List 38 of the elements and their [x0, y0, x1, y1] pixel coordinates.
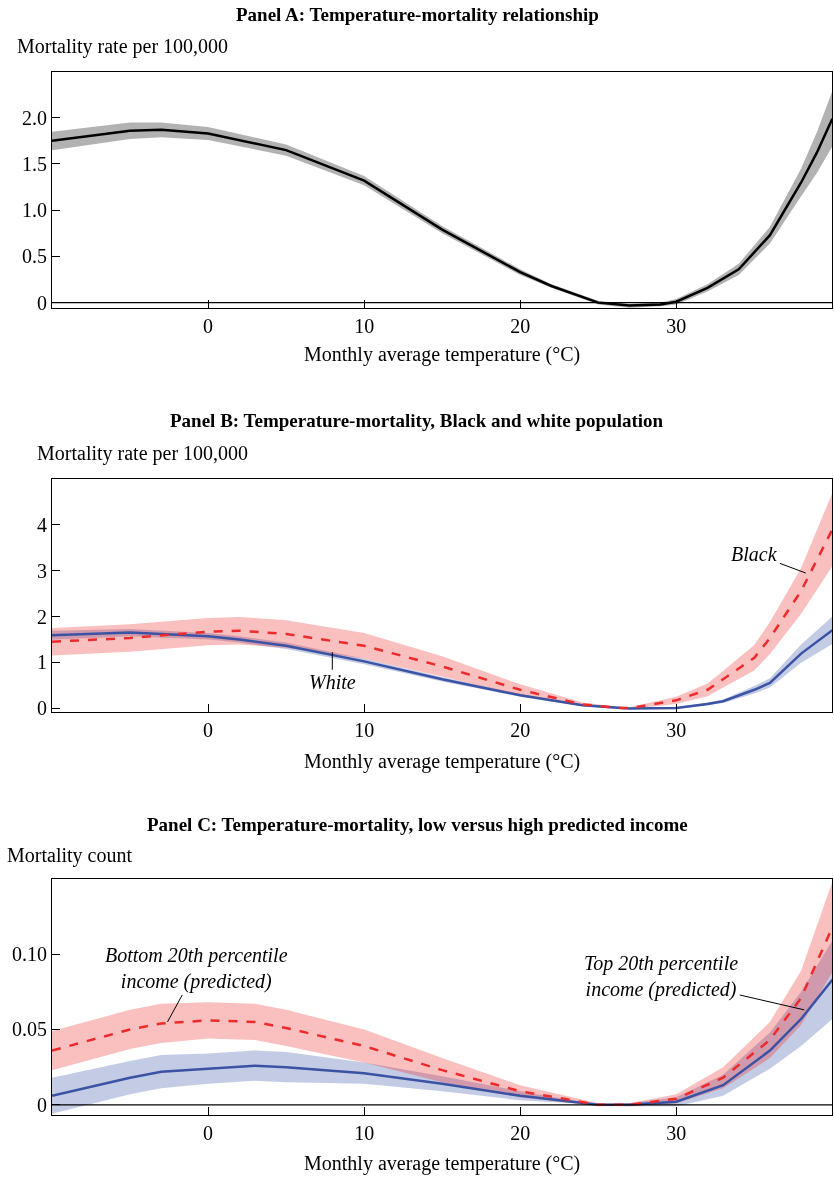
annotation: White: [309, 671, 356, 693]
x-tick-label: 0: [203, 718, 214, 741]
y-tick-label: 1.0: [21, 199, 47, 222]
x-tick-label: 20: [510, 1122, 531, 1145]
y-tick-label: 0.10: [11, 943, 47, 966]
annotation: Black: [731, 543, 778, 565]
y-tick-label: 1.5: [21, 152, 47, 175]
x-axis-title: Monthly average temperature (°C): [304, 750, 581, 773]
y-tick-label: 0: [36, 697, 47, 720]
x-tick-label: 20: [510, 718, 531, 741]
y-tick-label: 4: [36, 513, 47, 536]
x-tick-label: 30: [666, 718, 687, 741]
chart-title: Panel C: Temperature-mortality, low versus high predicted income: [147, 814, 688, 835]
y-tick-label: 0.5: [21, 245, 47, 268]
x-tick-label: 10: [354, 718, 375, 741]
y-tick-label: 0: [36, 291, 47, 314]
x-axis-title: Monthly average temperature (°C): [304, 1152, 581, 1175]
y-tick-label: 2: [36, 605, 47, 628]
y-axis-title: Mortality count: [7, 844, 133, 867]
y-tick-label: 2.0: [21, 106, 47, 129]
y-tick-label: 0.05: [11, 1018, 47, 1041]
chart-title: Panel A: Temperature-mortality relationship: [236, 4, 599, 25]
x-tick-label: 30: [666, 315, 687, 338]
x-tick-label: 10: [354, 1122, 375, 1145]
y-tick-label: 0: [36, 1093, 47, 1116]
chart-title: Panel B: Temperature-mortality, Black and white population: [170, 410, 664, 431]
annotation: Bottom 20th percentile income (predicted): [105, 944, 288, 993]
x-tick-label: 10: [354, 315, 375, 338]
x-tick-label: 0: [203, 315, 214, 338]
y-tick-label: 3: [36, 559, 47, 582]
x-tick-label: 30: [666, 1122, 687, 1145]
annotation: Top 20th percentile income (predicted): [584, 952, 739, 1001]
y-axis-title: Mortality rate per 100,000: [37, 442, 249, 465]
y-axis-title: Mortality rate per 100,000: [17, 35, 229, 58]
y-tick-label: 1: [36, 651, 47, 674]
x-tick-label: 0: [203, 1122, 214, 1145]
x-axis-title: Monthly average temperature (°C): [304, 343, 581, 366]
x-tick-label: 20: [510, 315, 531, 338]
